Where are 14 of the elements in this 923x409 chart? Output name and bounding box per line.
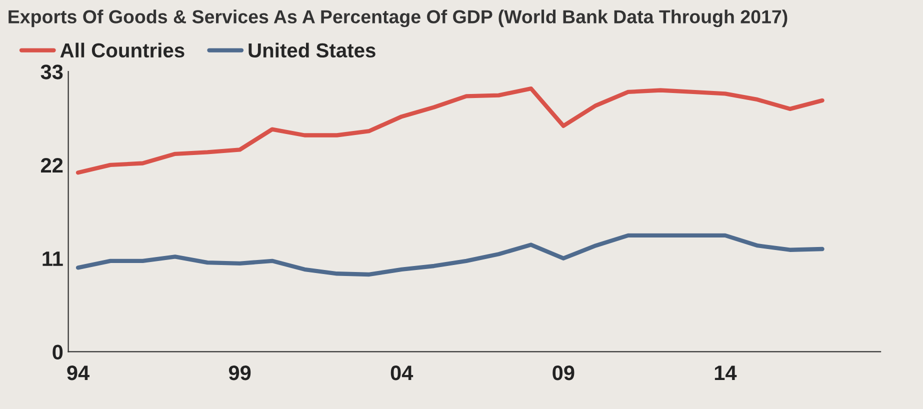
x-tick-label: 99	[228, 365, 251, 380]
x-tick-label: 09	[552, 365, 574, 380]
x-tick-label: 14	[714, 366, 737, 380]
y-tick-label: 0	[52, 344, 63, 360]
line-series	[76, 86, 824, 175]
y-tick-label: 11	[42, 252, 63, 266]
legend-label: All Countries	[60, 42, 184, 58]
y-tick-label: 33	[40, 64, 63, 80]
legend-label: United States	[248, 42, 376, 58]
line-series	[76, 233, 824, 277]
y-tick-label: 22	[40, 158, 63, 173]
x-tick-label: 94	[67, 365, 90, 380]
chart-title: Exports Of Goods & Services As A Percentage Of GDP (World Bank Data Through 2017)	[8, 10, 788, 28]
x-tick-label: 04	[390, 365, 414, 380]
